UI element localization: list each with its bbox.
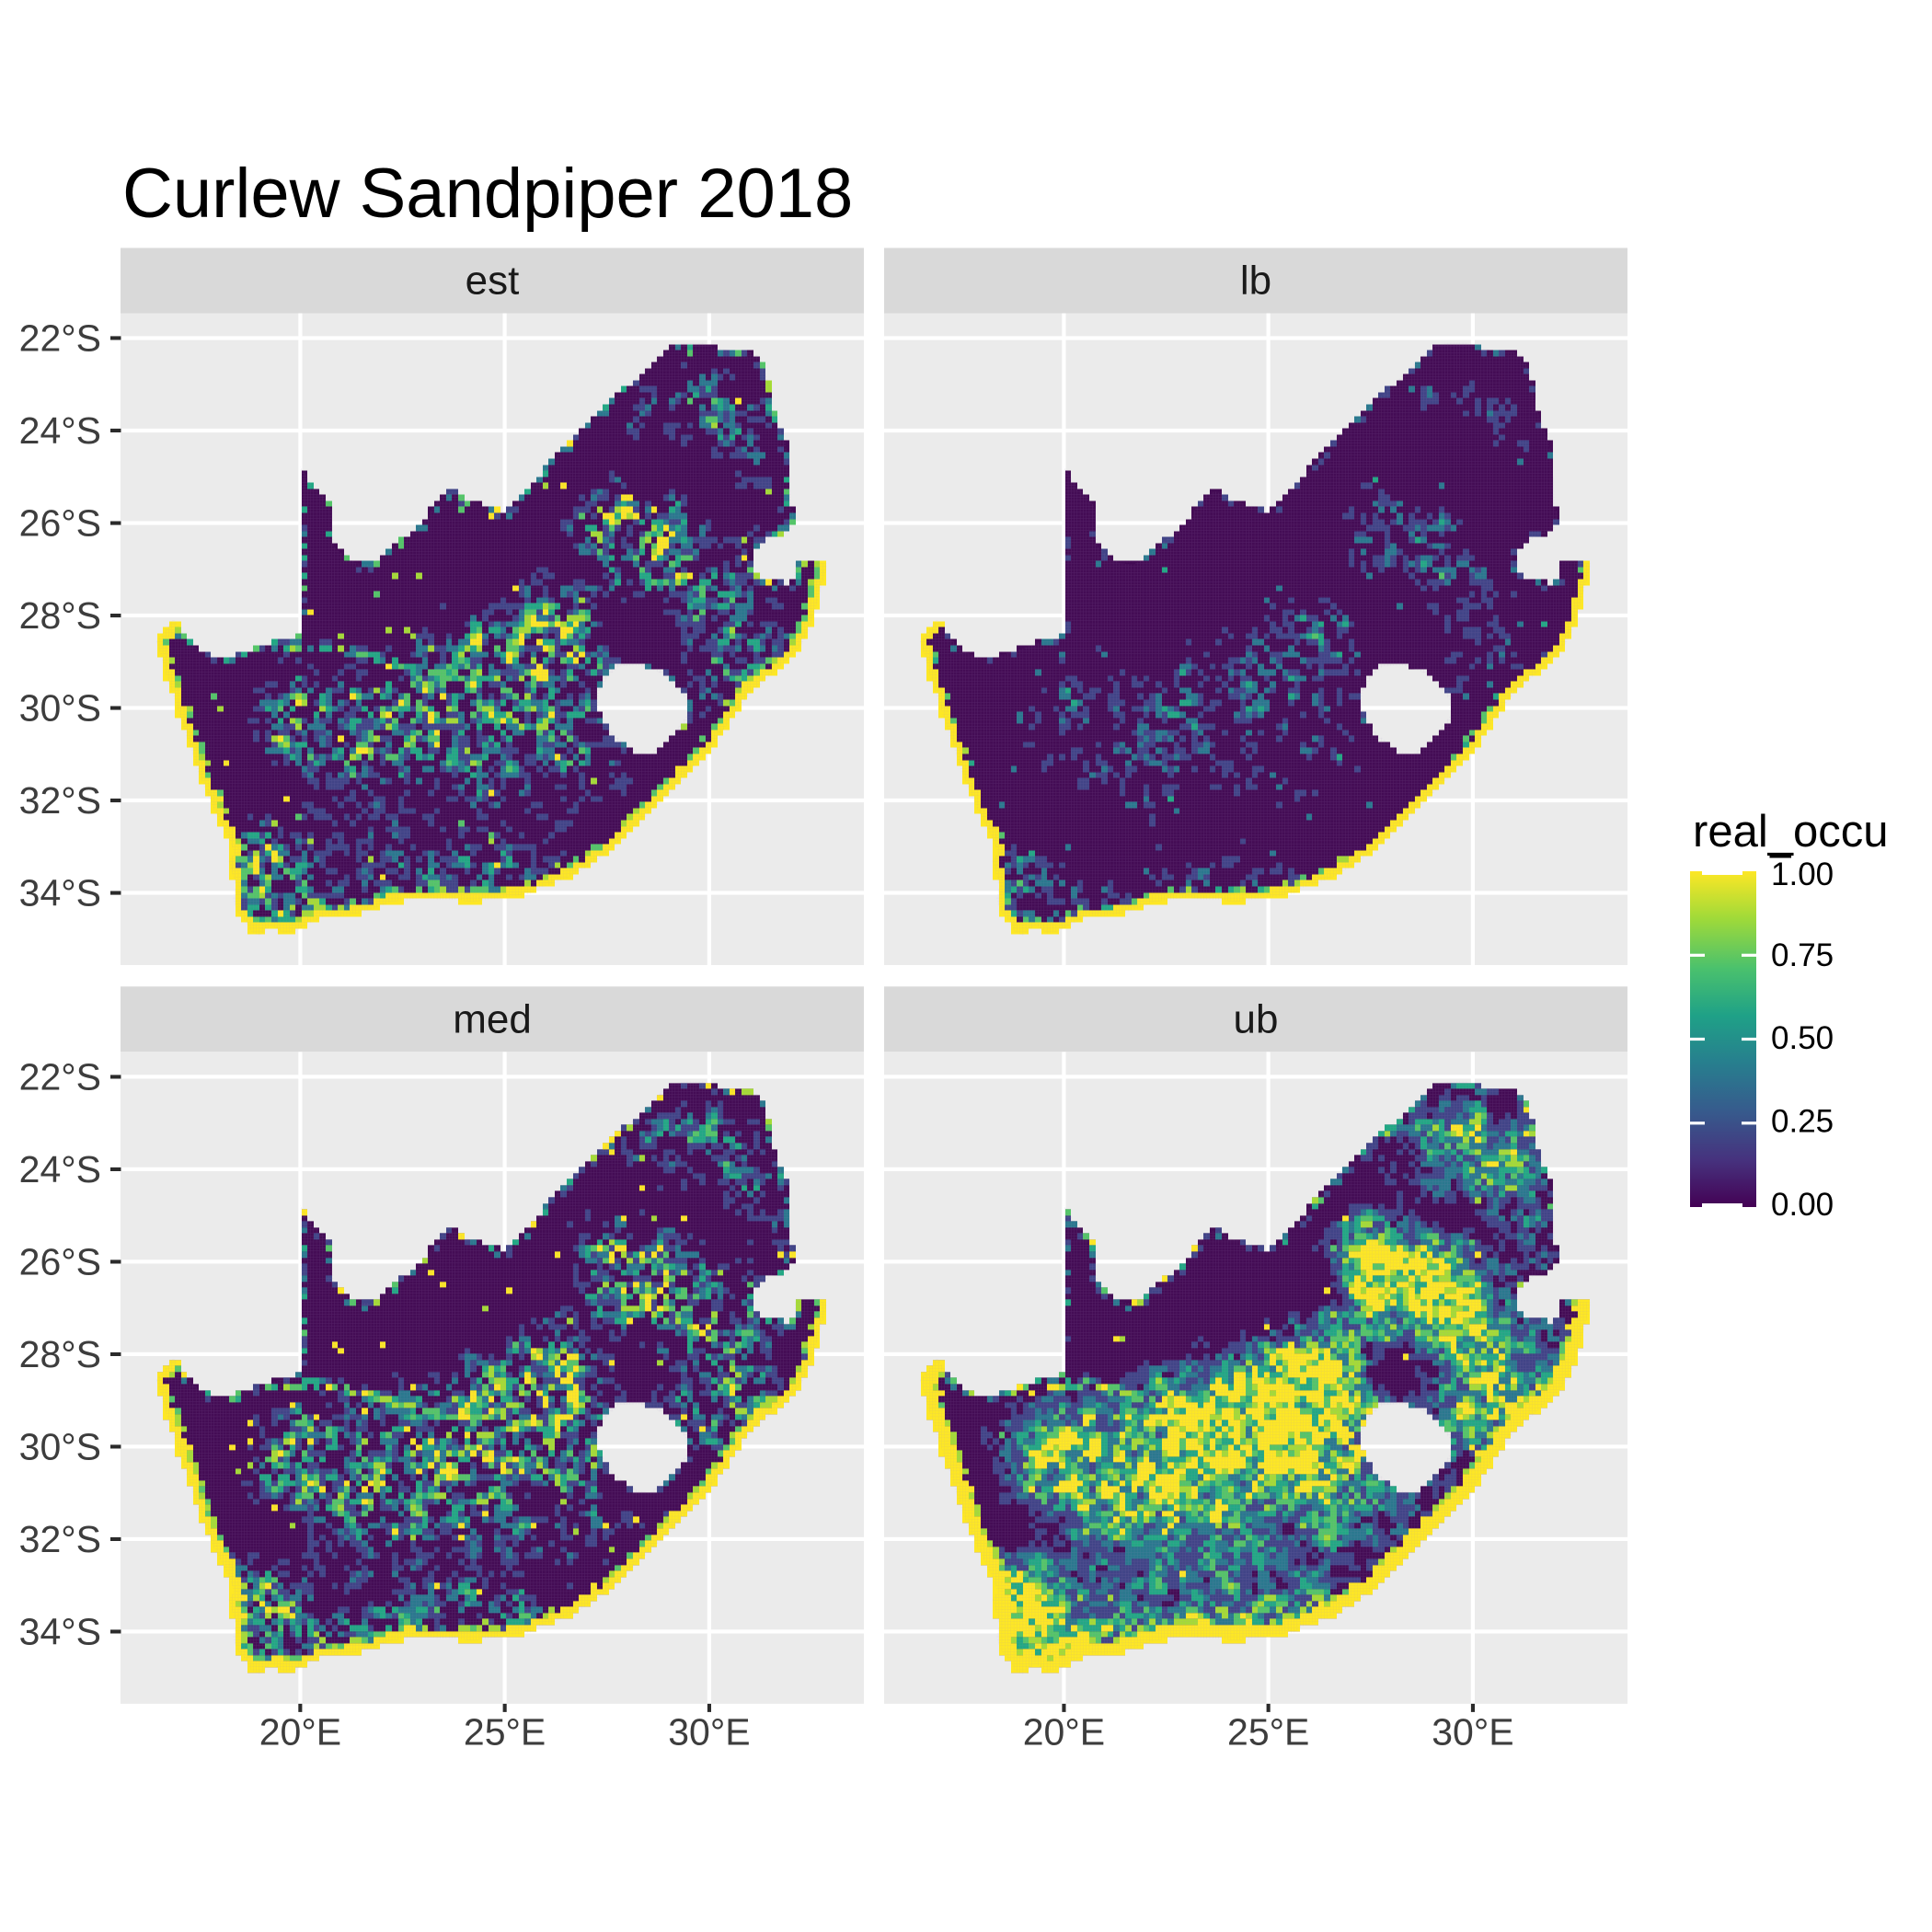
svg-text:30°S: 30°S xyxy=(19,1426,101,1468)
svg-text:22°S: 22°S xyxy=(19,1056,101,1098)
svg-text:20°E: 20°E xyxy=(1023,1711,1105,1754)
svg-text:ub: ub xyxy=(1234,996,1279,1041)
svg-text:32°S: 32°S xyxy=(19,1518,101,1560)
svg-text:lb: lb xyxy=(1240,259,1271,304)
svg-text:30°E: 30°E xyxy=(1432,1711,1513,1754)
svg-text:30°S: 30°S xyxy=(19,687,101,730)
svg-text:0.50: 0.50 xyxy=(1771,1020,1834,1056)
svg-text:34°S: 34°S xyxy=(19,872,101,914)
svg-text:28°S: 28°S xyxy=(19,1333,101,1375)
svg-text:0.00: 0.00 xyxy=(1771,1187,1834,1223)
svg-text:25°E: 25°E xyxy=(464,1711,546,1754)
svg-text:med: med xyxy=(453,996,532,1041)
svg-text:34°S: 34°S xyxy=(19,1611,101,1653)
svg-text:32°S: 32°S xyxy=(19,779,101,822)
svg-text:28°S: 28°S xyxy=(19,594,101,637)
svg-text:Curlew Sandpiper 2018: Curlew Sandpiper 2018 xyxy=(122,155,853,233)
svg-text:24°S: 24°S xyxy=(19,1148,101,1190)
svg-text:real_occu: real_occu xyxy=(1693,807,1888,857)
svg-text:24°S: 24°S xyxy=(19,409,101,452)
svg-text:est: est xyxy=(466,259,520,304)
svg-text:26°S: 26°S xyxy=(19,502,101,545)
svg-text:30°E: 30°E xyxy=(668,1711,750,1754)
svg-text:0.25: 0.25 xyxy=(1771,1104,1834,1140)
svg-text:25°E: 25°E xyxy=(1227,1711,1309,1754)
svg-text:0.75: 0.75 xyxy=(1771,937,1834,973)
svg-text:1.00: 1.00 xyxy=(1771,857,1834,892)
svg-text:20°E: 20°E xyxy=(259,1711,341,1754)
svg-text:22°S: 22°S xyxy=(19,317,101,360)
svg-text:26°S: 26°S xyxy=(19,1241,101,1283)
